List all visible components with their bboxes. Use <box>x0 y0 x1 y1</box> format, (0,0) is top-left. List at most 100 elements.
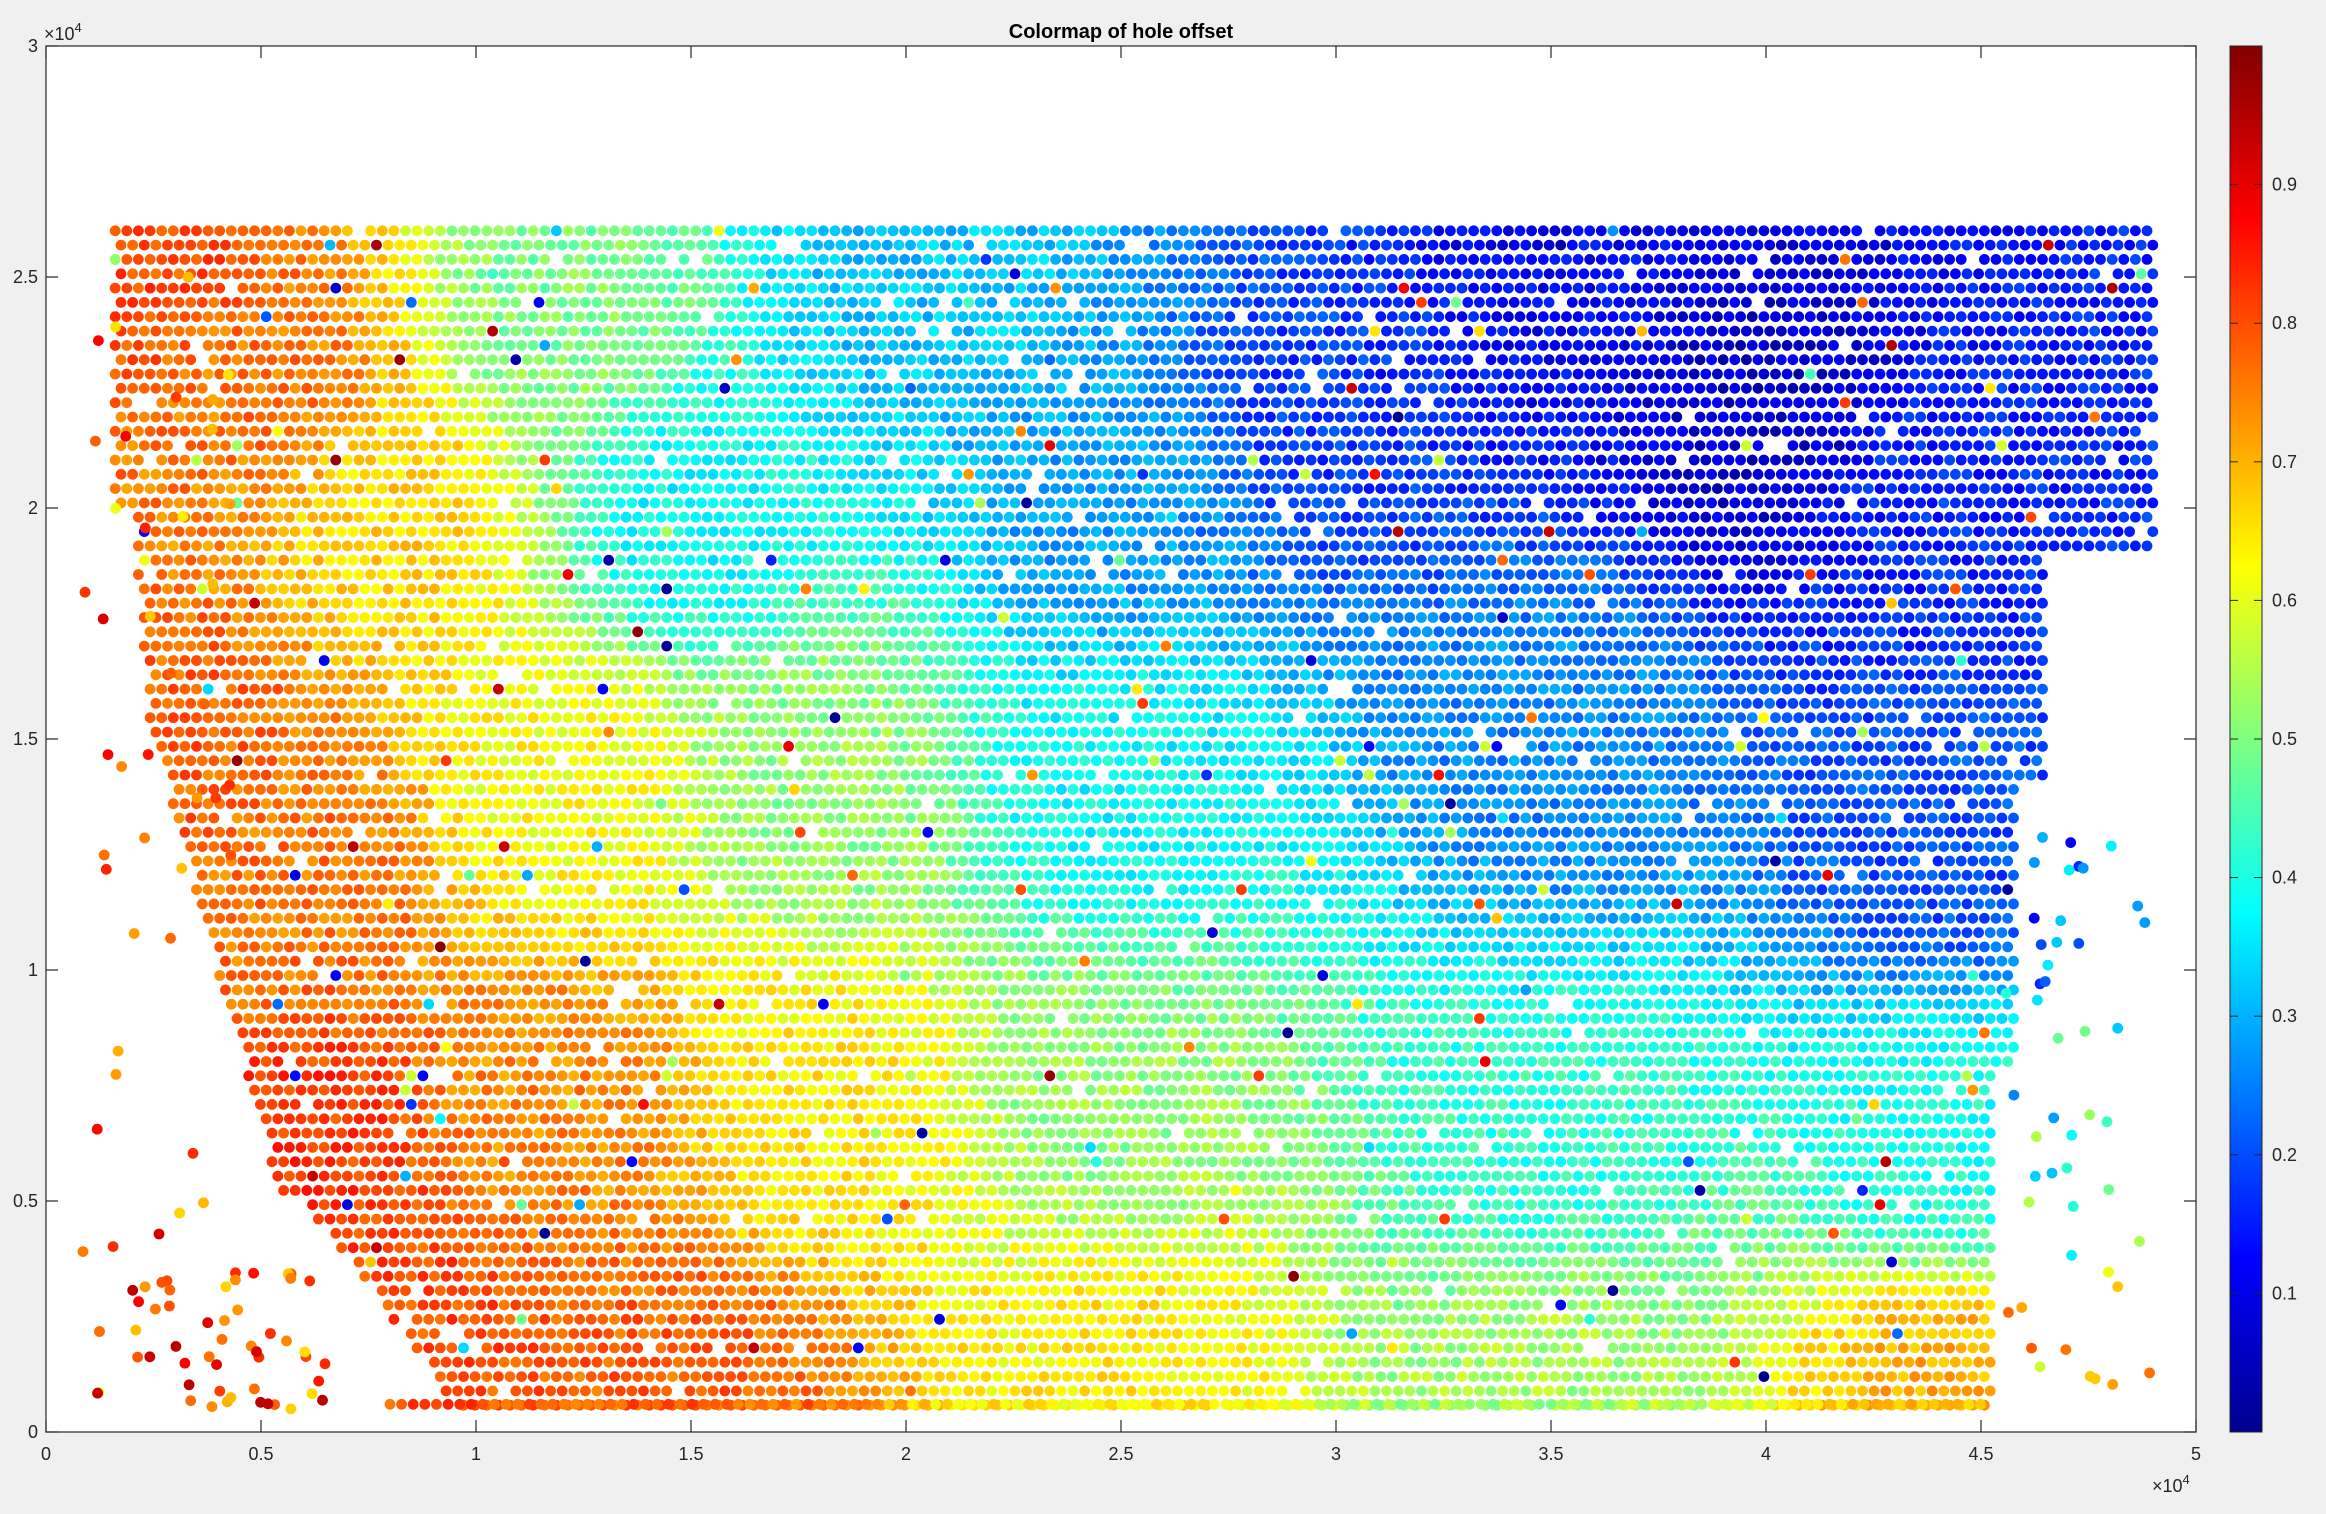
scatter-point <box>2112 440 2124 451</box>
scatter-point <box>127 297 138 308</box>
scatter-point <box>655 311 667 323</box>
scatter-point <box>992 225 1003 237</box>
scatter-point <box>2054 382 2066 394</box>
scatter-point <box>1119 626 1131 638</box>
scatter-point <box>1532 325 1543 337</box>
scatter-point <box>1654 569 1665 580</box>
scatter-point <box>405 640 417 652</box>
scatter-point <box>1247 425 1259 437</box>
scatter-point <box>609 368 620 380</box>
scatter-point <box>858 411 870 423</box>
scatter-point <box>115 440 127 451</box>
scatter-point <box>1456 569 1468 580</box>
scatter-point <box>2100 382 2112 394</box>
scatter-point <box>2002 397 2014 409</box>
scatter-point <box>522 526 533 537</box>
scatter-point <box>1897 511 1909 523</box>
scatter-point <box>1241 411 1253 423</box>
scatter-point <box>887 597 899 609</box>
scatter-point <box>1456 511 1468 523</box>
scatter-point <box>806 340 818 351</box>
scatter-point <box>1526 425 1537 437</box>
scatter-point <box>585 540 597 552</box>
scatter-point <box>1439 583 1450 595</box>
scatter-point <box>1247 397 1259 409</box>
scatter-point <box>1027 569 1038 580</box>
scatter-point <box>783 282 794 294</box>
scatter-point <box>1979 254 1990 265</box>
scatter-point <box>626 411 638 423</box>
scatter-point <box>934 597 945 609</box>
scatter-point <box>986 354 998 366</box>
scatter-point <box>1032 239 1044 251</box>
scatter-point <box>2048 425 2060 437</box>
scatter-point <box>2048 368 2060 380</box>
scatter-point <box>1938 583 1950 595</box>
scatter-point <box>1961 526 1973 537</box>
scatter-point <box>2077 382 2089 394</box>
scatter-point <box>1317 597 1329 609</box>
scatter-point <box>510 497 522 509</box>
scatter-point <box>1955 483 1967 494</box>
scatter-point <box>301 268 313 280</box>
scatter-point <box>463 411 475 423</box>
scatter-point <box>643 225 655 237</box>
scatter-point <box>1491 569 1503 580</box>
scatter-point <box>539 454 551 466</box>
scatter-point <box>1665 597 1677 609</box>
scatter-point <box>1723 254 1735 265</box>
scatter-point <box>1955 626 1967 638</box>
scatter-point <box>1595 340 1607 351</box>
scatter-point <box>1944 569 1955 580</box>
scatter-point <box>1700 225 1712 237</box>
scatter-point <box>1642 311 1654 323</box>
scatter-point <box>1427 440 1439 451</box>
scatter-point <box>1421 425 1433 437</box>
scatter-point <box>313 325 324 337</box>
scatter-point <box>243 640 255 652</box>
scatter-point <box>696 354 707 366</box>
scatter-point <box>1926 382 1938 394</box>
scatter-point <box>493 483 504 494</box>
scatter-point <box>249 569 260 580</box>
scatter-point <box>812 239 823 251</box>
scatter-point <box>1526 597 1537 609</box>
scatter-point <box>1799 440 1810 451</box>
scatter-point <box>1479 311 1491 323</box>
scatter-point <box>1160 554 1172 566</box>
scatter-point <box>858 526 870 537</box>
scatter-point <box>748 425 760 437</box>
scatter-point <box>318 397 330 409</box>
scatter-point <box>1265 497 1276 509</box>
scatter-point <box>1967 282 1979 294</box>
scatter-point <box>1572 540 1584 552</box>
scatter-point <box>1514 340 1526 351</box>
scatter-point <box>597 368 609 380</box>
scatter-point <box>1654 311 1665 323</box>
scatter-point <box>1386 511 1398 523</box>
scatter-point <box>614 583 626 595</box>
scatter-point <box>1886 597 1897 609</box>
scatter-point <box>910 425 922 437</box>
scatter-point <box>324 268 336 280</box>
scatter-point <box>313 526 324 537</box>
scatter-point <box>1497 297 1508 308</box>
scatter-point <box>371 268 382 280</box>
scatter-point <box>725 511 736 523</box>
scatter-point <box>1433 425 1445 437</box>
scatter-point <box>690 282 702 294</box>
scatter-point <box>876 540 887 552</box>
scatter-point <box>1462 239 1474 251</box>
scatter-point <box>1317 483 1329 494</box>
scatter-point <box>138 583 150 595</box>
scatter-point <box>208 612 220 623</box>
scatter-point <box>1456 311 1468 323</box>
scatter-point <box>1230 612 1241 623</box>
scatter-point <box>1183 440 1195 451</box>
scatter-point <box>1485 583 1497 595</box>
scatter-point <box>225 540 237 552</box>
scatter-point <box>394 239 406 251</box>
scatter-point <box>202 340 214 351</box>
scatter-point <box>580 354 591 366</box>
scatter-point <box>667 340 678 351</box>
